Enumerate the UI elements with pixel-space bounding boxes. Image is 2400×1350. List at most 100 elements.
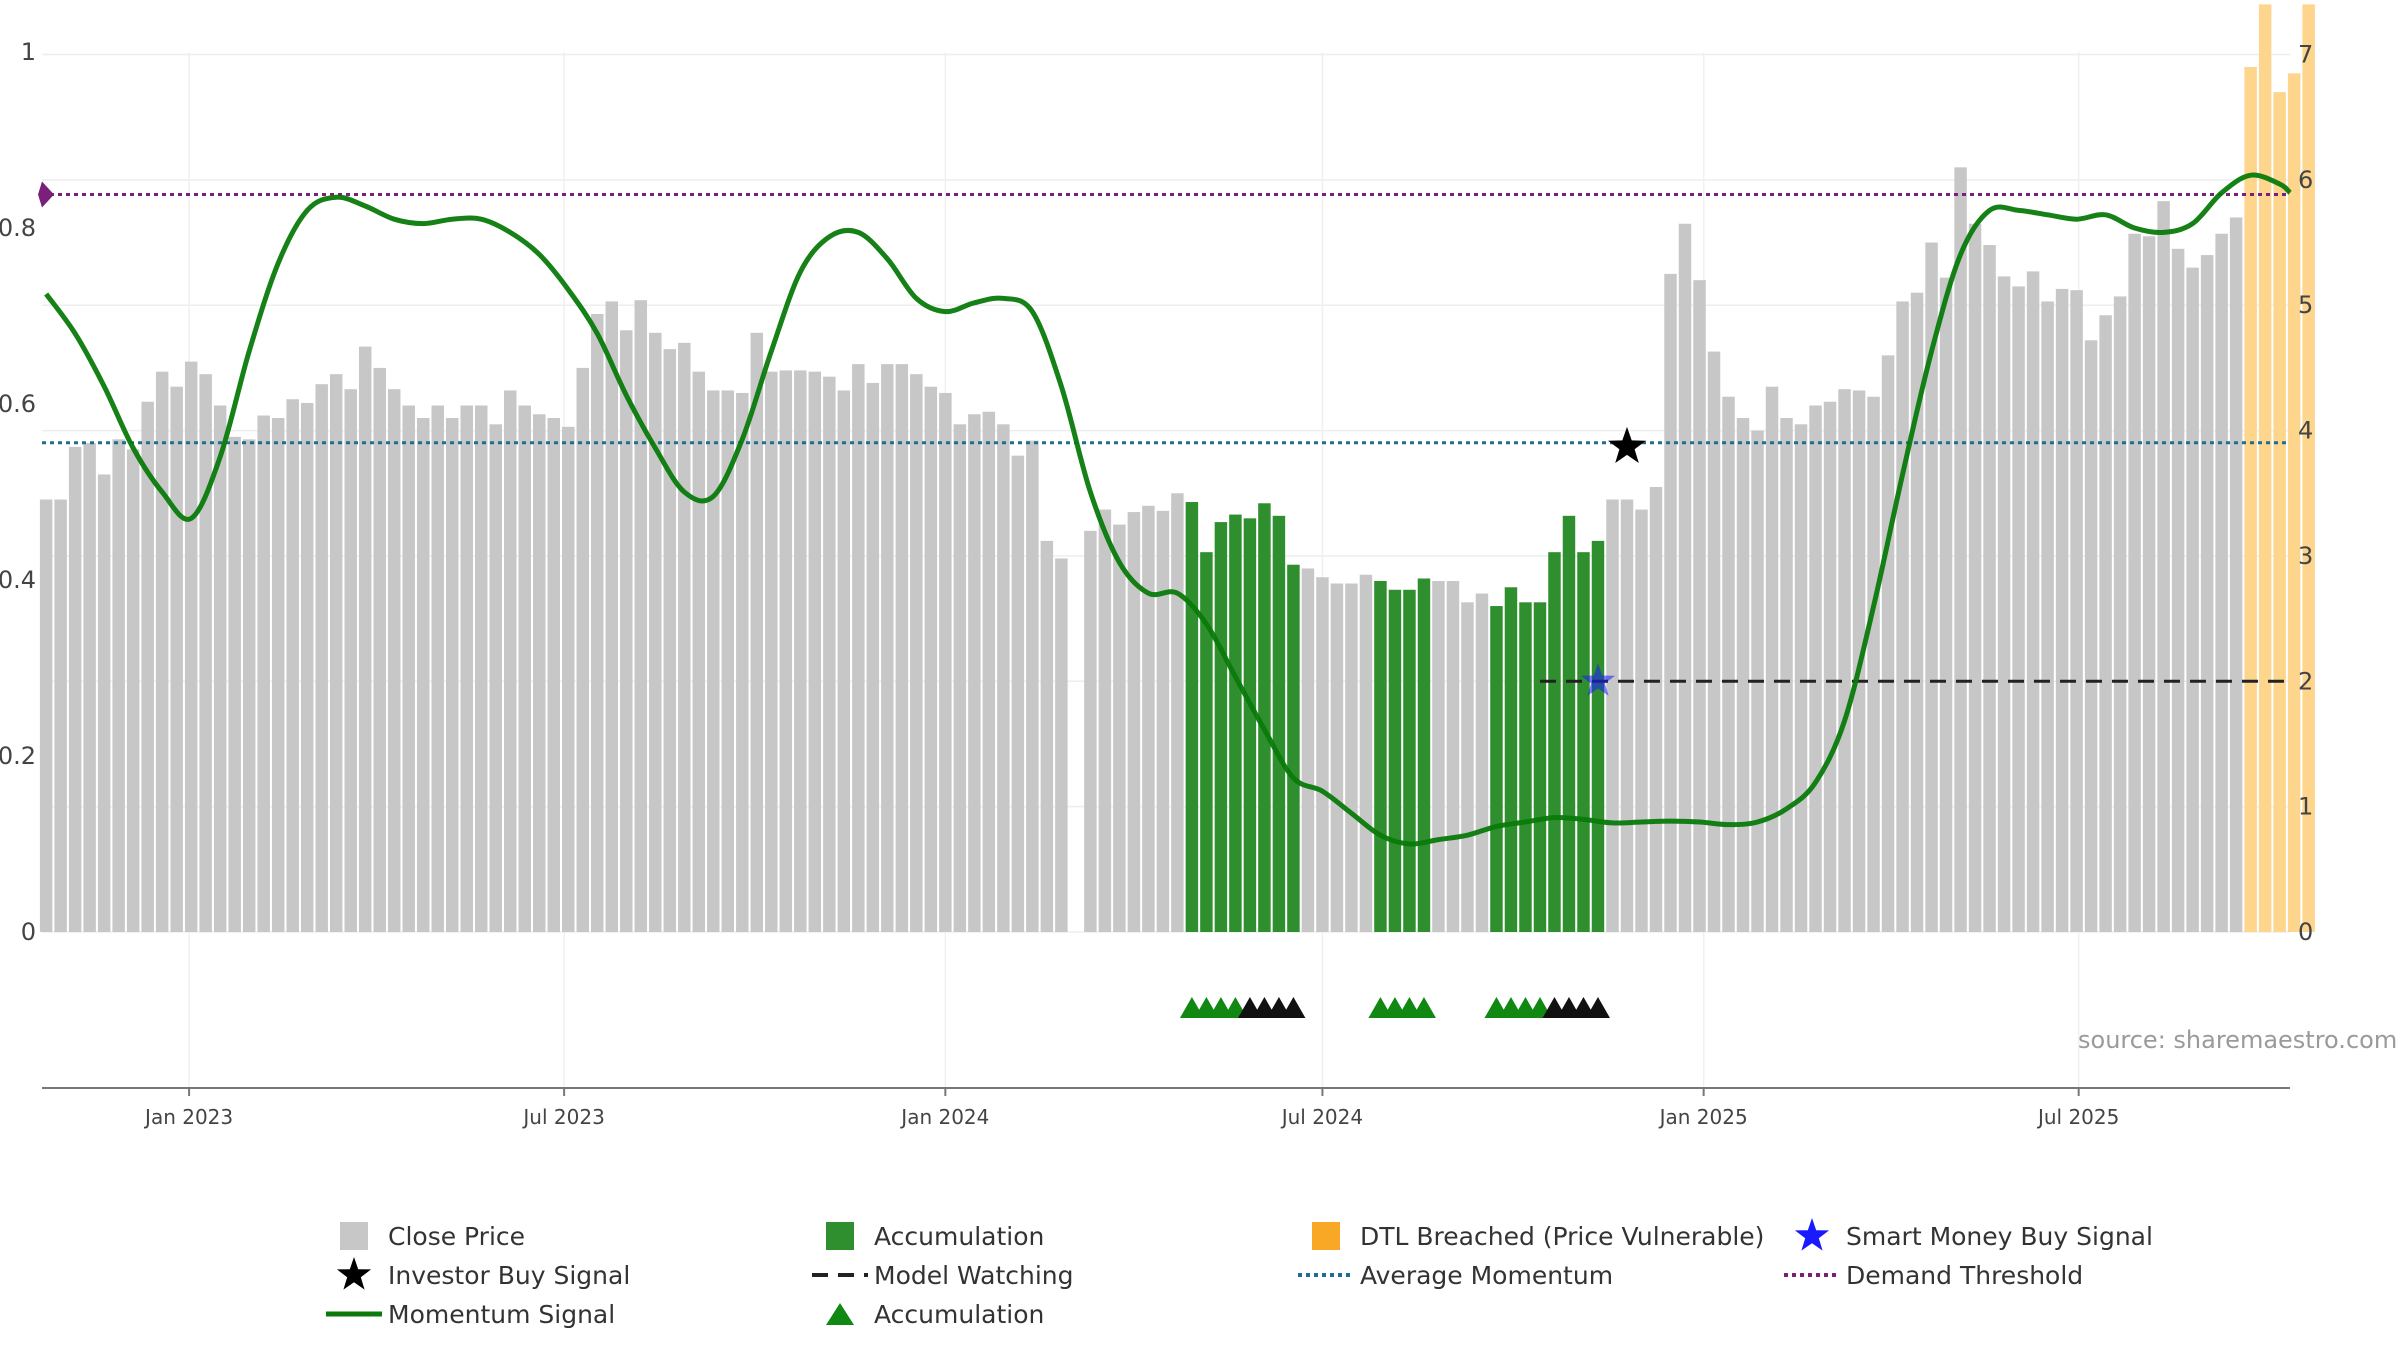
close-price-bar	[1867, 396, 1880, 933]
close-price-bar	[315, 384, 328, 932]
dtl-breached-bar	[2287, 73, 2301, 932]
accumulation-bar	[1287, 564, 1300, 932]
dtl-breached-bar	[2302, 4, 2315, 933]
close-price-bar	[68, 446, 82, 932]
y-left-tick-label: 0.8	[0, 214, 36, 242]
accumulation-triangle-icon	[1585, 997, 1610, 1018]
close-price-bar	[1316, 577, 1329, 932]
close-price-bar	[83, 443, 96, 932]
close-price-bar	[402, 405, 415, 932]
close-price-bar	[2070, 290, 2083, 933]
close-price-bar	[1113, 524, 1126, 932]
close-price-bar	[779, 370, 793, 932]
close-price-bar	[605, 301, 619, 932]
close-price-bar	[1664, 273, 1677, 932]
close-price-bar	[1939, 277, 1953, 932]
close-price-bar	[1606, 499, 1619, 932]
close-price-bar	[1968, 223, 1982, 932]
close-price-bar	[1098, 509, 1112, 932]
x-tick-label: Jan 2025	[1658, 1105, 1748, 1129]
close-price-bar	[1722, 396, 1735, 933]
accumulation-bar	[1490, 606, 1503, 932]
close-price-bar	[199, 374, 212, 932]
close-price-bar	[2171, 248, 2185, 932]
y-left-tick-label: 0	[21, 918, 36, 946]
y-right-tick-label: 1	[2298, 793, 2313, 821]
accumulation-bar	[1200, 552, 1213, 932]
close-price-bar	[213, 405, 227, 932]
x-tick-label: Jul 2024	[1280, 1105, 1363, 1129]
close-price-bar	[445, 418, 459, 932]
close-price-bar	[344, 389, 357, 932]
accumulation-bar	[1388, 589, 1402, 932]
close-price-bar	[2084, 340, 2098, 932]
x-tick-label: Jan 2023	[143, 1105, 233, 1129]
close-price-bar	[460, 405, 473, 932]
close-price-bar	[329, 374, 343, 932]
close-price-bar	[2026, 271, 2040, 932]
y-left-tick-label: 0.2	[0, 742, 36, 770]
y-right-tick-label: 5	[2298, 291, 2313, 319]
accumulation-bar	[1548, 552, 1561, 932]
close-price-bar	[475, 405, 488, 932]
accumulation-bar	[1243, 518, 1257, 932]
close-price-bar	[97, 474, 111, 932]
close-price-bar	[489, 424, 502, 932]
close-price-bar	[910, 374, 923, 932]
close-price-bar	[663, 349, 677, 932]
markers	[38, 181, 1646, 1018]
close-price-bar	[2055, 288, 2069, 932]
close-price-bar	[1432, 581, 1445, 932]
close-price-bar	[1345, 583, 1358, 932]
close-price-bar	[518, 405, 531, 932]
close-price-bar	[924, 386, 938, 933]
close-price-bar	[1693, 280, 1706, 933]
close-price-bar	[2041, 301, 2054, 932]
y-right-tick-label: 3	[2298, 542, 2313, 570]
y-left-tick-label: 0.6	[0, 390, 36, 418]
y-left-tick-label: 1	[21, 38, 36, 66]
close-price-bar	[837, 390, 851, 932]
source-label: source: sharemaestro.com	[2078, 1026, 2398, 1054]
demand-threshold-diamond-icon	[38, 181, 54, 208]
bars	[39, 4, 2315, 933]
accumulation-bar	[1185, 502, 1199, 932]
dtl-breached-bar	[2258, 4, 2272, 933]
close-price-bar	[678, 342, 691, 933]
close-price-bar	[562, 426, 575, 932]
close-price-bar	[416, 418, 430, 932]
close-price-bar	[1026, 440, 1039, 932]
y-right-tick-label: 2	[2298, 667, 2313, 695]
close-price-bar	[1838, 389, 1851, 932]
momentum-signal-line	[44, 172, 2292, 847]
close-price-bar	[968, 414, 981, 932]
close-price-bar	[2012, 286, 2025, 932]
close-price-bar	[1678, 223, 1692, 932]
accumulation-bar	[1214, 522, 1228, 932]
close-price-bar	[1896, 301, 1909, 932]
close-price-bar	[939, 392, 952, 932]
close-price-bar	[1649, 486, 1663, 932]
close-price-bar	[953, 424, 967, 932]
close-price-bar	[808, 371, 822, 932]
close-price-bar	[1171, 493, 1184, 932]
close-price-bar	[1765, 386, 1779, 933]
close-price-bar	[1925, 242, 1938, 933]
close-price-bar	[620, 330, 633, 932]
close-price-bar	[750, 332, 764, 932]
close-price-bar	[1780, 418, 1793, 932]
close-price-bar	[1055, 558, 1068, 932]
accumulation-bar	[1374, 581, 1387, 932]
close-price-bar	[1330, 583, 1344, 932]
close-price-bar	[1983, 245, 1996, 933]
close-price-bar	[982, 411, 996, 933]
close-price-bar	[1809, 405, 1822, 932]
close-price-bar	[2113, 296, 2127, 932]
close-price-bar	[2099, 315, 2112, 932]
close-price-bar	[1084, 530, 1097, 932]
y-right-tick-label: 6	[2298, 166, 2313, 194]
close-price-bar	[2142, 236, 2156, 933]
x-tick-label: Jan 2024	[899, 1105, 989, 1129]
close-price-bar	[823, 376, 836, 932]
close-price-bar	[141, 401, 154, 933]
